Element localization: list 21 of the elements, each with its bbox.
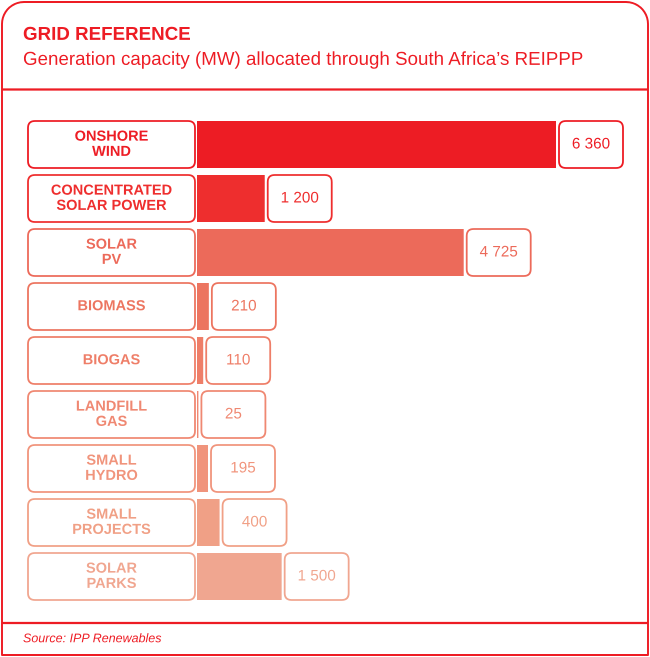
data-label: 400: [242, 516, 267, 527]
chart-subtitle: Generation capacity (MW) allocated through South Africa’s REIPPP: [24, 51, 582, 69]
y-tick-label: BIOGAS: [84, 354, 140, 364]
y-tick-label: SOLAR PV: [86, 238, 137, 264]
y-tick-label: LANDFILL GAS: [76, 400, 147, 426]
data-label: 110: [227, 354, 250, 365]
y-tick-label: BIOMASS: [78, 300, 145, 310]
source-note: Source: IPP Renewables: [23, 633, 162, 642]
y-tick-label: ONSHORE WIND: [75, 130, 148, 156]
chart-title: GRID REFERENCE: [24, 26, 190, 40]
y-tick-label: SOLAR PARKS: [86, 562, 137, 588]
y-tick-label: CONCENTRATED SOLAR POWER: [51, 184, 172, 210]
y-tick-label: SMALL PROJECTS: [73, 508, 150, 534]
data-label: 210: [232, 300, 256, 311]
data-label: 25: [226, 408, 242, 419]
y-tick-label: SMALL HYDRO: [86, 454, 138, 480]
data-label: 195: [231, 462, 256, 473]
data-label: 1 500: [298, 570, 336, 581]
data-label: 6 360: [572, 138, 610, 149]
data-label: 1 200: [282, 192, 318, 203]
data-label: 4 725: [480, 246, 518, 257]
